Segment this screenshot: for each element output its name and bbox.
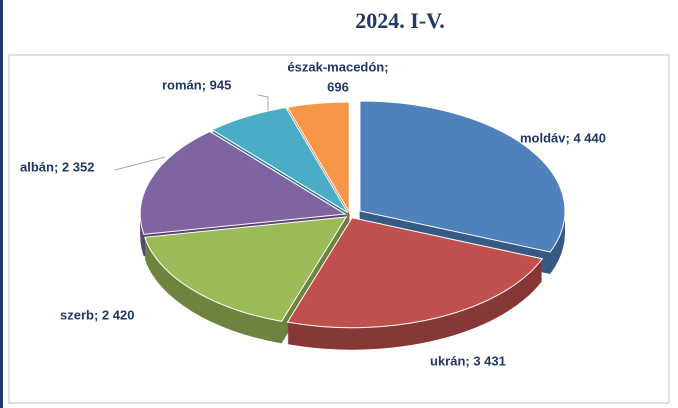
slice [359, 100, 566, 253]
left-stripe [0, 0, 3, 408]
data-label: 696 [327, 79, 349, 94]
data-label: moldáv; 4 440 [520, 130, 606, 145]
data-label: román; 945 [162, 77, 231, 92]
data-label: ukrán; 3 431 [430, 353, 506, 368]
slice [211, 106, 348, 213]
data-label: észak-macedón; [287, 59, 388, 74]
leader-line [114, 156, 166, 171]
slice [286, 217, 544, 329]
slice [139, 130, 347, 235]
chart-title: 2024. I-V. [355, 8, 444, 33]
slice [286, 101, 350, 214]
slice [144, 216, 348, 322]
data-label: szerb; 2 420 [60, 307, 134, 322]
data-label: albán; 2 352 [20, 159, 94, 174]
